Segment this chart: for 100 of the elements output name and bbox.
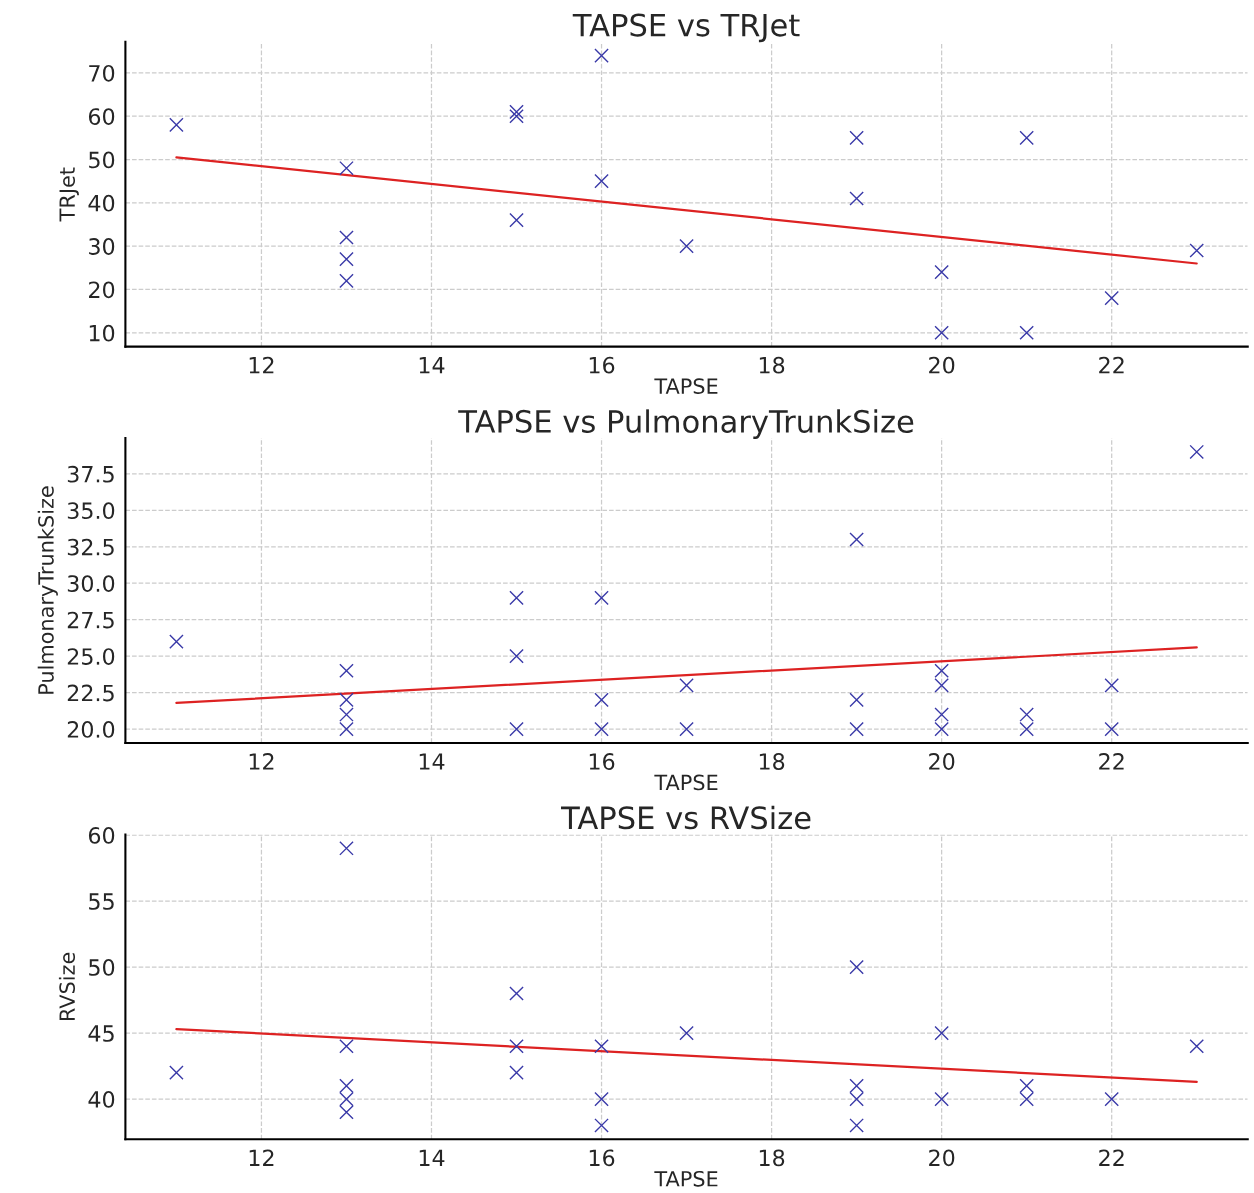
point — [339, 707, 354, 722]
y-tick-label: 60 — [88, 108, 115, 125]
y-tick-label: 20 — [89, 281, 115, 299]
point — [1104, 678, 1119, 693]
y-tick-label: 40 — [88, 1091, 115, 1108]
point — [1104, 721, 1119, 737]
point — [339, 1038, 354, 1054]
y-tick-label: 25.0 — [67, 648, 115, 665]
point — [849, 692, 864, 708]
point — [594, 173, 609, 189]
y-axis-title: PulmonaryTrunkSize — [37, 486, 58, 694]
y-tick-label: 40 — [88, 194, 115, 212]
x-tick-label: 22 — [1099, 356, 1124, 374]
point — [509, 108, 524, 124]
point — [849, 191, 864, 206]
point — [509, 590, 524, 606]
y-tick-label: 55 — [89, 893, 114, 910]
point — [594, 692, 609, 708]
point — [934, 707, 949, 722]
point — [849, 1091, 864, 1107]
point — [1189, 444, 1204, 460]
point — [339, 251, 354, 267]
y-tick-label: 60 — [88, 827, 115, 844]
x-tick-label: 12 — [249, 356, 274, 374]
x-tick-label: 12 — [249, 1149, 274, 1166]
x-tick-label: 20 — [929, 356, 955, 374]
point — [339, 663, 354, 679]
point — [594, 721, 609, 737]
chart-title: TAPSE vs PulmonaryTrunkSize — [458, 409, 914, 439]
x-tick-label: 16 — [589, 753, 615, 770]
point — [339, 841, 354, 856]
point — [934, 663, 949, 679]
point — [594, 48, 609, 63]
y-axis-title: RVSize — [58, 952, 76, 1021]
point — [1189, 1038, 1204, 1054]
point — [934, 325, 949, 341]
y-tick-label: 50 — [89, 959, 115, 976]
y-tick-label: 27.5 — [67, 611, 114, 629]
point — [169, 634, 184, 649]
point — [679, 238, 694, 254]
point — [849, 532, 864, 547]
x-tick-label: 18 — [759, 753, 785, 770]
point — [849, 130, 864, 146]
x-tick-label: 20 — [929, 1149, 955, 1167]
x-tick-label: 18 — [759, 1149, 785, 1167]
point — [1019, 1078, 1034, 1094]
x-tick-label: 12 — [249, 753, 274, 770]
x-tick-label: 16 — [589, 356, 615, 374]
point — [594, 1091, 609, 1107]
point — [594, 1038, 609, 1054]
y-tick-label: 45 — [88, 1025, 114, 1042]
point — [934, 678, 949, 693]
y-tick-label: 20.0 — [67, 721, 115, 738]
point — [594, 590, 609, 606]
point — [594, 1118, 609, 1133]
y-tick-label: 35.0 — [67, 502, 115, 520]
point — [934, 1025, 949, 1041]
y-tick-label: 30 — [89, 238, 115, 255]
point — [1019, 325, 1034, 341]
x-axis-title: TAPSE — [654, 1170, 718, 1187]
y-tick-label: 22.5 — [67, 684, 114, 702]
point — [1019, 1091, 1034, 1107]
point — [1019, 721, 1034, 737]
point — [1019, 707, 1034, 722]
point — [934, 1091, 949, 1107]
y-tick-label: 32.5 — [67, 538, 114, 556]
point — [509, 104, 524, 120]
x-tick-label: 22 — [1099, 753, 1124, 770]
point — [509, 212, 524, 228]
x-tick-label: 16 — [589, 1149, 615, 1167]
point — [339, 1104, 354, 1120]
point — [849, 721, 864, 737]
point — [339, 1078, 354, 1094]
point — [169, 1065, 184, 1080]
point — [339, 160, 354, 176]
y-tick-label: 37.5 — [67, 465, 114, 483]
point — [509, 1038, 524, 1054]
point — [1019, 130, 1034, 146]
x-axis-title: TAPSE — [654, 378, 718, 394]
point — [509, 1065, 524, 1080]
y-tick-label: 10 — [89, 324, 115, 342]
x-axis-title: TAPSE — [654, 774, 718, 791]
y-tick-label: 30.0 — [67, 575, 115, 592]
point — [849, 1078, 864, 1094]
point — [679, 721, 694, 737]
point — [339, 721, 354, 737]
point — [1104, 1091, 1119, 1107]
point — [679, 678, 694, 693]
x-tick-label: 20 — [929, 753, 955, 770]
point — [169, 117, 184, 133]
point — [934, 264, 949, 280]
point — [934, 721, 949, 737]
x-tick-label: 14 — [419, 1149, 445, 1166]
x-tick-label: 22 — [1099, 1149, 1124, 1166]
point — [339, 692, 354, 708]
chart-title: TAPSE vs TRJet — [572, 13, 800, 43]
point — [849, 1118, 864, 1133]
point — [509, 648, 524, 664]
point — [339, 273, 354, 289]
point — [1104, 290, 1119, 306]
